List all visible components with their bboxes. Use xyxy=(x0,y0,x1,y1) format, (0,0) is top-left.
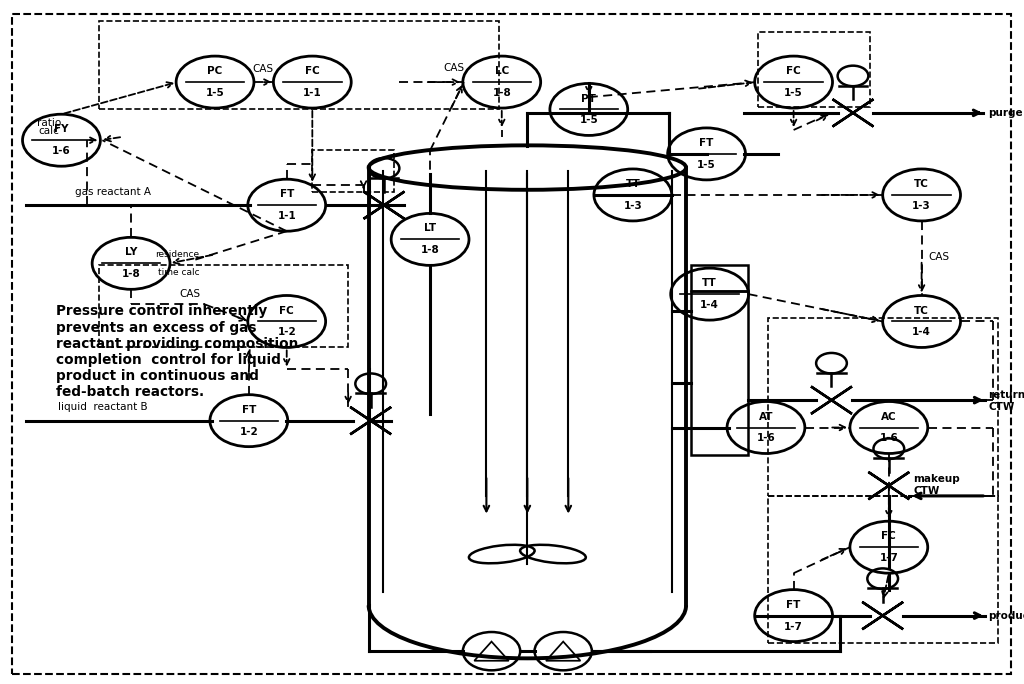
Polygon shape xyxy=(868,472,909,499)
Text: purge: purge xyxy=(988,108,1023,118)
Text: gas reactant A: gas reactant A xyxy=(75,187,151,197)
Text: 1-6: 1-6 xyxy=(880,434,898,443)
Text: 1-2: 1-2 xyxy=(240,427,258,436)
Text: TT: TT xyxy=(626,179,640,189)
Text: time calc: time calc xyxy=(158,268,200,277)
Text: FT: FT xyxy=(280,189,294,199)
Polygon shape xyxy=(868,472,909,499)
Bar xyxy=(768,496,998,643)
Bar xyxy=(691,291,748,455)
Text: 1-4: 1-4 xyxy=(912,328,931,337)
Text: return: return xyxy=(988,390,1024,399)
Text: CAS: CAS xyxy=(253,64,273,74)
Polygon shape xyxy=(811,386,852,414)
Text: 1-1: 1-1 xyxy=(278,211,296,221)
Text: 1-5: 1-5 xyxy=(206,88,224,98)
Text: FC: FC xyxy=(882,531,896,541)
Text: 1-8: 1-8 xyxy=(421,246,439,255)
Text: AC: AC xyxy=(881,412,897,421)
Text: ratio: ratio xyxy=(37,118,61,128)
Polygon shape xyxy=(833,99,873,127)
Text: calc: calc xyxy=(39,127,59,136)
Polygon shape xyxy=(811,386,852,414)
Polygon shape xyxy=(862,602,903,629)
Text: 1-4: 1-4 xyxy=(700,300,719,310)
Text: CAS: CAS xyxy=(443,63,465,73)
Bar xyxy=(99,21,499,109)
Polygon shape xyxy=(833,99,873,127)
Text: CTW: CTW xyxy=(913,486,940,496)
Bar xyxy=(691,265,748,291)
Text: FC: FC xyxy=(786,66,801,76)
Text: 1-7: 1-7 xyxy=(784,622,803,631)
Text: FT: FT xyxy=(242,405,256,415)
Text: TC: TC xyxy=(914,179,929,189)
Text: LT: LT xyxy=(424,224,436,233)
Text: AT: AT xyxy=(759,412,773,421)
Polygon shape xyxy=(364,192,404,219)
Text: 1-6: 1-6 xyxy=(52,146,71,156)
Text: liquid  reactant B: liquid reactant B xyxy=(57,402,147,412)
Text: makeup: makeup xyxy=(913,474,961,484)
Text: Pressure control inherently
prevents an excess of gas
reactant providing composi: Pressure control inherently prevents an … xyxy=(56,304,299,399)
Text: 1-1: 1-1 xyxy=(303,88,322,98)
Text: PT: PT xyxy=(582,94,596,103)
Bar xyxy=(312,150,394,192)
Polygon shape xyxy=(364,192,404,219)
Polygon shape xyxy=(350,407,391,434)
Text: CAS: CAS xyxy=(179,289,200,299)
Text: 1-8: 1-8 xyxy=(493,88,511,98)
Text: 1-6: 1-6 xyxy=(757,434,775,443)
Text: 1-3: 1-3 xyxy=(624,201,642,211)
Text: 1-3: 1-3 xyxy=(912,201,931,211)
Text: LC: LC xyxy=(495,66,509,76)
Text: FY: FY xyxy=(54,124,69,134)
Text: LY: LY xyxy=(125,248,137,257)
Polygon shape xyxy=(862,602,903,629)
Text: FC: FC xyxy=(305,66,319,76)
Text: CAS: CAS xyxy=(929,252,950,261)
Text: 1-5: 1-5 xyxy=(580,116,598,125)
Text: FT: FT xyxy=(699,138,714,148)
Text: TT: TT xyxy=(702,278,717,288)
Bar xyxy=(768,318,998,496)
Bar xyxy=(758,32,870,107)
Text: PC: PC xyxy=(208,66,222,76)
Text: 1-7: 1-7 xyxy=(880,553,898,563)
Text: CTW: CTW xyxy=(988,402,1015,412)
Text: 1-5: 1-5 xyxy=(784,88,803,98)
Text: 1-5: 1-5 xyxy=(697,160,716,170)
Polygon shape xyxy=(350,407,391,434)
Text: FT: FT xyxy=(786,600,801,609)
Text: product: product xyxy=(988,611,1024,620)
Text: FC: FC xyxy=(280,306,294,315)
Text: residence: residence xyxy=(156,250,200,259)
Text: 1-2: 1-2 xyxy=(278,328,296,337)
Bar xyxy=(99,265,348,347)
Text: 1-8: 1-8 xyxy=(122,269,140,279)
Text: TC: TC xyxy=(914,306,929,315)
